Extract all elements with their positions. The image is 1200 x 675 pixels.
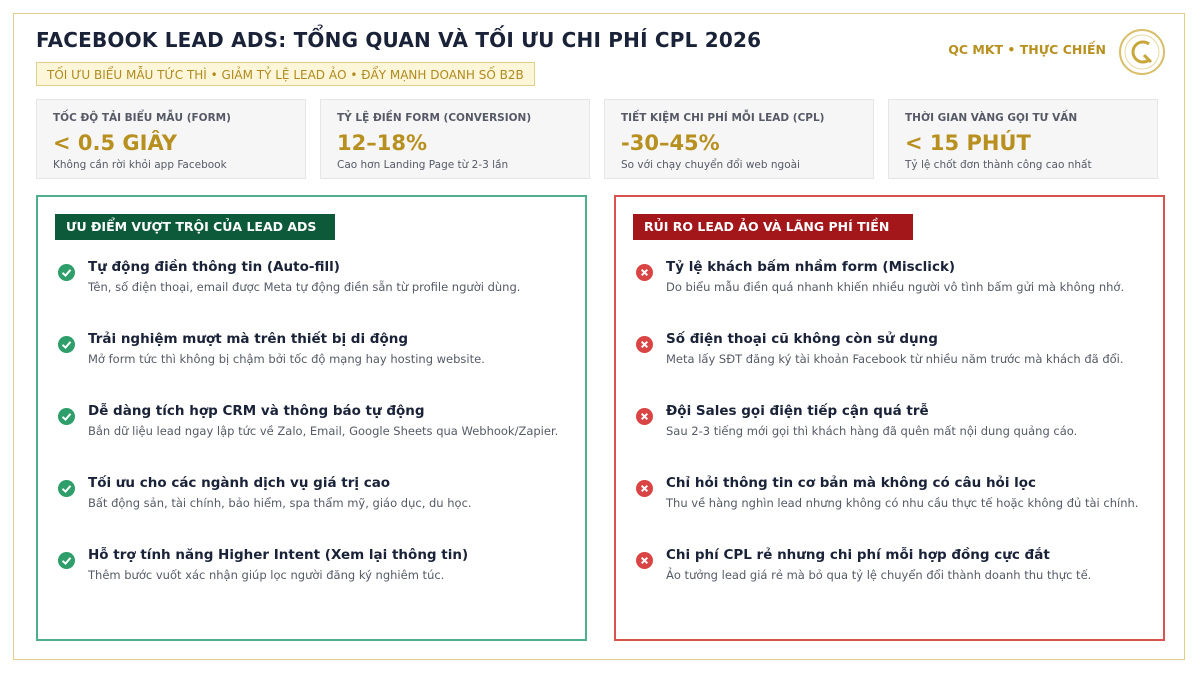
cross-icon [636, 264, 653, 281]
check-icon [58, 480, 75, 497]
stat-label: THỜI GIAN VÀNG GỌI TƯ VẤN [905, 112, 1078, 124]
check-icon [58, 552, 75, 569]
logo [1119, 29, 1165, 75]
stat-value: < 15 PHÚT [905, 131, 1031, 155]
stat-value: < 0.5 GIÂY [53, 131, 177, 155]
stat-note: Không cần rời khỏi app Facebook [53, 159, 227, 171]
panel-heading: ƯU ĐIỂM VƯỢT TRỘI CỦA LEAD ADS [55, 214, 335, 240]
stat-value: -30–45% [621, 131, 720, 155]
stat-note: Cao hơn Landing Page từ 2-3 lần [337, 159, 509, 171]
item-title: Hỗ trợ tính năng Higher Intent (Xem lại … [88, 547, 469, 563]
item-text: Do biểu mẫu điền quá nhanh khiến nhiều n… [666, 280, 1125, 294]
pros-panel: ƯU ĐIỂM VƯỢT TRỘI CỦA LEAD ADS Tự động đi… [36, 195, 587, 641]
title: FACEBOOK LEAD ADS: TỔNG QUAN VÀ TỐI ƯU C… [36, 28, 762, 52]
item-title: Chi phí CPL rẻ nhưng chi phí mỗi hợp đồn… [666, 547, 1050, 563]
item-text: Tên, số điện thoại, email được Meta tự đ… [88, 280, 521, 294]
item-title: Đội Sales gọi điện tiếp cận quá trễ [666, 403, 929, 419]
check-icon [58, 408, 75, 425]
stat-card: TỐC ĐỘ TẢI BIỂU MẪU (FORM) < 0.5 GIÂY Khôn… [36, 99, 306, 179]
item-title: Dễ dàng tích hợp CRM và thông báo tự độn… [88, 403, 425, 419]
item-text: Meta lấy SĐT đăng ký tài khoản Facebook … [666, 352, 1124, 366]
stat-label: TỐC ĐỘ TẢI BIỂU MẪU (FORM) [53, 112, 231, 124]
stat-label: TIẾT KIỆM CHI PHÍ MỖI LEAD (CPL) [621, 112, 825, 124]
stat-card: THỜI GIAN VÀNG GỌI TƯ VẤN < 15 PHÚT Tỷ lệ … [888, 99, 1158, 179]
stat-value: 12–18% [337, 131, 427, 155]
stat-note: So với chạy chuyển đổi web ngoài [621, 159, 800, 171]
item-text: Bắn dữ liệu lead ngay lập tức về Zalo, E… [88, 424, 559, 438]
cons-panel: RỦI RO LEAD ẢO VÀ LÃNG PHÍ TIỀN Tỷ lệ khá… [614, 195, 1165, 641]
stat-label: TỶ LỆ ĐIỀN FORM (CONVERSION) [337, 112, 532, 124]
stat-card: TỶ LỆ ĐIỀN FORM (CONVERSION) 12–18% Cao hơ… [320, 99, 590, 179]
check-icon [58, 336, 75, 353]
item-text: Ảo tưởng lead giá rẻ mà bỏ qua tỷ lệ chu… [666, 568, 1092, 582]
item-title: Tỷ lệ khách bấm nhầm form (Misclick) [666, 259, 956, 275]
check-icon [58, 264, 75, 281]
cross-icon [636, 480, 653, 497]
stat-note: Tỷ lệ chốt đơn thành công cao nhất [905, 159, 1092, 171]
item-title: Chỉ hỏi thông tin cơ bản mà không có câu… [666, 475, 1037, 491]
stat-card: TIẾT KIỆM CHI PHÍ MỖI LEAD (CPL) -30–45% S… [604, 99, 874, 179]
cross-icon [636, 552, 653, 569]
item-title: Tự động điền thông tin (Auto-fill) [88, 259, 340, 275]
frame [13, 13, 1185, 660]
subtitle: TỐI ƯU BIỂU MẪU TỨC THÌ • GIẢM TỶ LỆ LEA… [36, 62, 535, 86]
cross-icon [636, 408, 653, 425]
item-text: Bất động sản, tài chính, bảo hiểm, spa t… [88, 496, 472, 510]
panel-heading: RỦI RO LEAD ẢO VÀ LÃNG PHÍ TIỀN [633, 214, 913, 240]
item-text: Thêm bước vuốt xác nhận giúp lọc người đ… [88, 568, 445, 582]
brand: QC MKT • THỰC CHIẾN [948, 42, 1106, 57]
item-title: Số điện thoại cũ không còn sử dụng [666, 331, 938, 347]
item-title: Trải nghiệm mượt mà trên thiết bị di độn… [88, 331, 409, 347]
item-text: Sau 2-3 tiếng mới gọi thì khách hàng đã … [666, 424, 1078, 438]
item-title: Tối ưu cho các ngành dịch vụ giá trị cao [88, 475, 391, 491]
cross-icon [636, 336, 653, 353]
item-text: Thu về hàng nghìn lead nhưng không có nh… [666, 496, 1139, 510]
item-text: Mở form tức thì không bị chậm bởi tốc độ… [88, 352, 485, 366]
